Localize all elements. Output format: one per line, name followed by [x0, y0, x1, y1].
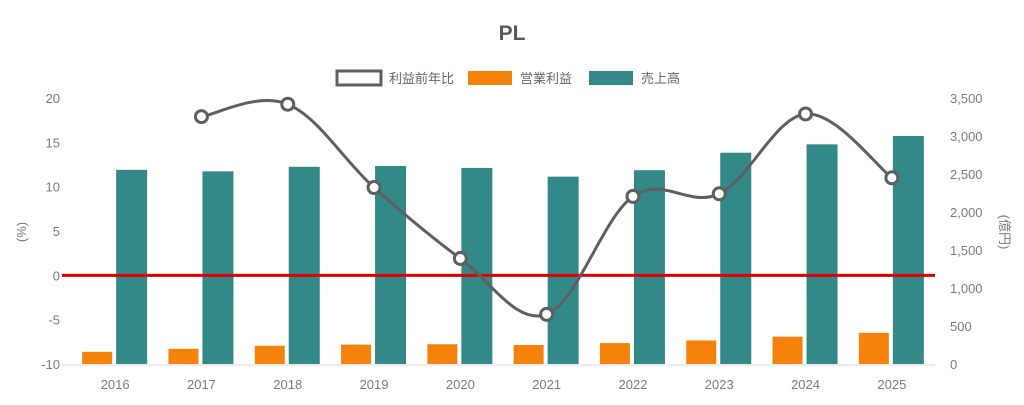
profit-yoy-point [625, 188, 641, 204]
profit-yoy-point [884, 170, 900, 186]
profit-yoy-point [539, 306, 555, 322]
x-tick-label: 2020 [446, 377, 475, 392]
legend-swatch-sales [589, 71, 633, 85]
left-tick-label: -5 [48, 313, 60, 328]
profit-yoy-point [452, 250, 468, 266]
profit-yoy-point [711, 186, 727, 202]
left-axis-ticks: 20 15 10 5 0 -5 -10 [41, 91, 60, 372]
sales-bar [116, 169, 148, 364]
sales-bar [547, 176, 579, 364]
profit-yoy-point [193, 109, 209, 125]
chart-title: PL [499, 22, 526, 45]
right-tick-label: 1,500 [950, 243, 983, 258]
right-tick-label: 3,000 [950, 129, 983, 144]
sales-bar [288, 166, 320, 364]
left-axis-title: (%) [14, 222, 29, 242]
operating-profit-bar [82, 351, 113, 364]
operating-profit-bar [341, 344, 372, 364]
left-tick-label: 10 [46, 180, 60, 195]
x-tick-label: 2023 [705, 377, 734, 392]
sales-bar [202, 171, 234, 364]
legend-label-profit-yoy: 利益前年比 [389, 71, 454, 86]
x-tick-label: 2016 [101, 377, 130, 392]
legend-label-operating-profit: 営業利益 [520, 71, 572, 86]
sales-bar [375, 166, 407, 364]
left-tick-label: 15 [46, 135, 60, 150]
left-tick-label: 20 [46, 91, 60, 106]
legend-label-sales: 売上高 [641, 71, 680, 86]
profit-yoy-point [798, 106, 814, 122]
x-tick-label: 2021 [532, 377, 561, 392]
x-tick-label: 2019 [360, 377, 389, 392]
profit-yoy-line [193, 96, 900, 322]
right-tick-label: 1,000 [950, 281, 983, 296]
operating-profit-bar [254, 345, 285, 364]
right-tick-label: 500 [950, 319, 972, 334]
legend-swatch-profit-yoy [335, 69, 383, 87]
x-axis-ticks: 2016 2017 2018 2019 2020 2021 2022 2023 2024 2025 [101, 377, 907, 392]
right-tick-label: 2,500 [950, 167, 983, 182]
x-tick-label: 2022 [618, 377, 647, 392]
operating-profit-bar [427, 344, 458, 364]
right-tick-label: 2,000 [950, 205, 983, 220]
right-tick-label: 3,500 [950, 91, 983, 106]
left-tick-label: -10 [41, 357, 60, 372]
left-tick-label: 5 [53, 224, 60, 239]
sales-bar [806, 144, 838, 364]
left-tick-label: 0 [53, 268, 60, 283]
right-axis-title: (億円) [997, 215, 1012, 250]
sales-bar [633, 170, 665, 364]
sales-bar [892, 136, 924, 364]
operating-profit-bar [168, 348, 199, 364]
x-tick-label: 2017 [187, 377, 216, 392]
x-tick-label: 2024 [791, 377, 820, 392]
legend-swatch-operating-profit [468, 71, 512, 85]
operating-profit-bar [772, 336, 803, 364]
legend: 利益前年比 営業利益 売上高 [335, 69, 680, 87]
sales-bar [461, 167, 493, 364]
bars [82, 136, 924, 364]
operating-profit-bar [599, 343, 630, 364]
right-axis-ticks: 0 500 1,000 1,500 2,000 2,500 3,000 3,500 [950, 91, 983, 372]
profit-yoy-point [280, 96, 296, 112]
profit-yoy-point [366, 180, 382, 196]
sales-bar [720, 152, 752, 364]
x-tick-label: 2018 [273, 377, 302, 392]
operating-profit-bar [686, 340, 717, 364]
operating-profit-bar [858, 332, 889, 364]
operating-profit-bar [513, 345, 544, 364]
right-tick-label: 0 [950, 357, 957, 372]
x-tick-label: 2025 [877, 377, 906, 392]
